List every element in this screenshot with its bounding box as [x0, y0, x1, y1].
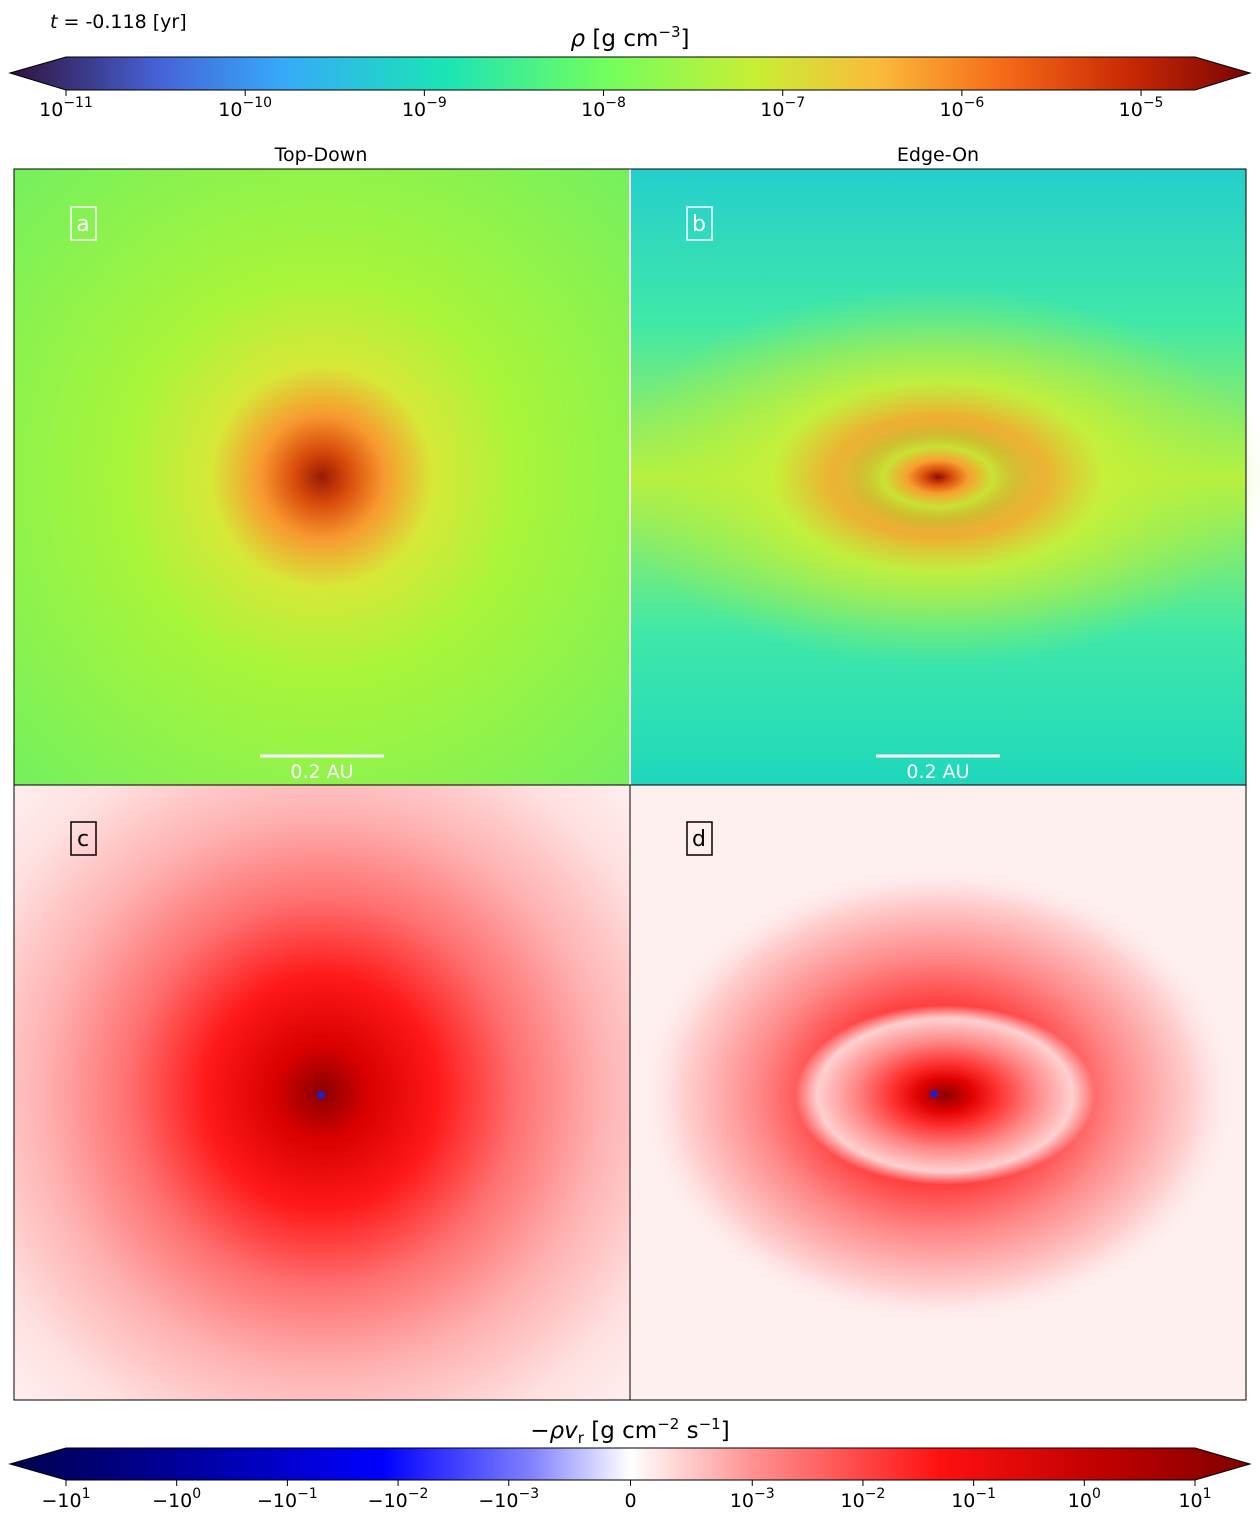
colorbar	[8, 1447, 1252, 1481]
tick-base: 10	[1119, 99, 1143, 121]
tick-label: 10−1	[951, 1486, 996, 1512]
scale-bar-label: 0.2 AU	[290, 761, 353, 783]
label-part: −3	[658, 23, 680, 41]
tick-exponent: −8	[605, 95, 626, 111]
panels: a b c d 0.2 AU 0.2 AU	[13, 168, 1260, 1401]
label-part: [g cm	[584, 1418, 657, 1444]
panel-letter: d	[692, 827, 706, 852]
label-part: ]	[681, 26, 690, 52]
tick-exponent: −3	[754, 1486, 775, 1502]
tick-exponent: −3	[518, 1486, 539, 1502]
panel-letter: a	[76, 212, 89, 237]
tick-label: −101	[41, 1486, 90, 1512]
tick-base: 10	[841, 1490, 865, 1512]
tick-label: 0	[624, 1490, 636, 1512]
panel-image	[795, 1005, 1095, 1185]
tick-label: 100	[1068, 1486, 1101, 1512]
colorbar-label: ρ [g cm−3]	[571, 23, 690, 52]
label-part: [g cm	[585, 26, 658, 52]
tick-base: 10	[951, 1490, 975, 1512]
tick-label: 10−2	[841, 1486, 886, 1512]
tick-label: 101	[1178, 1486, 1211, 1512]
panel-letter-box	[70, 821, 97, 856]
tick-base: 10	[1178, 1490, 1202, 1512]
tick-exponent: −2	[408, 1486, 429, 1502]
tick-label: 10−11	[39, 95, 93, 121]
panel-image	[828, 417, 1048, 537]
panel-image	[14, 169, 630, 785]
tick-base: −10	[257, 1490, 297, 1512]
column-title: Edge-On	[897, 144, 979, 166]
tick-label: −100	[152, 1486, 201, 1512]
tick-base: 10	[939, 99, 963, 121]
tick-exponent: 1	[1203, 1486, 1212, 1502]
panel-letter: c	[77, 827, 89, 852]
tick-label: 10−9	[402, 95, 447, 121]
column-title: Top-Down	[274, 144, 368, 166]
label-part: −2	[657, 1415, 679, 1433]
tick-base: 10	[730, 1490, 754, 1512]
center-marker	[317, 1091, 325, 1099]
label-part: r	[578, 1429, 585, 1447]
tick-label: −10−1	[257, 1486, 318, 1512]
tick-exponent: −2	[865, 1486, 886, 1502]
tick-exponent: −6	[964, 95, 985, 111]
tick-base: −10	[478, 1490, 518, 1512]
panel-letter-box	[686, 206, 713, 241]
tick-exponent: −7	[784, 95, 805, 111]
tick-base: 10	[218, 99, 242, 121]
tick-label: 10−5	[1119, 95, 1164, 121]
colorbar-top: 10−11 10−10 10−9 10−8 10−7 10−6 10−5	[8, 56, 1252, 121]
panel-letter-box	[686, 821, 713, 856]
tick-base: 0	[624, 1490, 636, 1512]
tick-base: 10	[39, 99, 63, 121]
time-text: = -0.118 [yr]	[57, 11, 186, 33]
tick-base: −10	[152, 1490, 192, 1512]
tick-exponent: −9	[426, 95, 447, 111]
tick-label: −10−2	[368, 1486, 429, 1512]
panel-letter: b	[692, 212, 706, 237]
tick-base: 10	[581, 99, 605, 121]
time-symbol: t	[50, 11, 59, 33]
tick-base: 10	[760, 99, 784, 121]
tick-exponent: −11	[63, 95, 93, 111]
colorbar-label: −ρvr [g cm−2 s−1]	[530, 1415, 729, 1447]
center-marker	[930, 1090, 938, 1098]
tick-label: 10−8	[581, 95, 626, 121]
tick-exponent: −1	[975, 1486, 996, 1502]
tick-label: 10−7	[760, 95, 805, 121]
tick-exponent: 0	[1092, 1486, 1101, 1502]
colorbar	[8, 56, 1252, 91]
tick-base: 10	[402, 99, 426, 121]
label-part: ]	[721, 1418, 730, 1444]
scale-bar-label: 0.2 AU	[906, 761, 969, 783]
tick-label: 10−3	[730, 1486, 775, 1512]
tick-exponent: −5	[1143, 95, 1164, 111]
tick-exponent: −10	[242, 95, 272, 111]
tick-exponent: 0	[192, 1486, 201, 1502]
tick-exponent: 1	[82, 1486, 91, 1502]
label-part: ρ	[571, 26, 586, 52]
label-part: −ρv	[530, 1418, 578, 1444]
label-part: s	[679, 1418, 698, 1444]
tick-label: 10−10	[218, 95, 272, 121]
tick-label: 10−6	[939, 95, 984, 121]
tick-base: 10	[1068, 1490, 1092, 1512]
tick-exponent: −1	[297, 1486, 318, 1502]
time-label: t = -0.118 [yr]	[50, 11, 187, 33]
tick-base: −10	[368, 1490, 408, 1512]
panel-letter-box	[70, 206, 97, 241]
tick-base: −10	[41, 1490, 81, 1512]
label-part: −1	[699, 1415, 721, 1433]
tick-label: −10−3	[478, 1486, 539, 1512]
colorbar-bottom: −101 −100 −10−1 −10−2 −10−3 0 10−3 10−2 10−1 100 1…	[8, 1447, 1252, 1512]
